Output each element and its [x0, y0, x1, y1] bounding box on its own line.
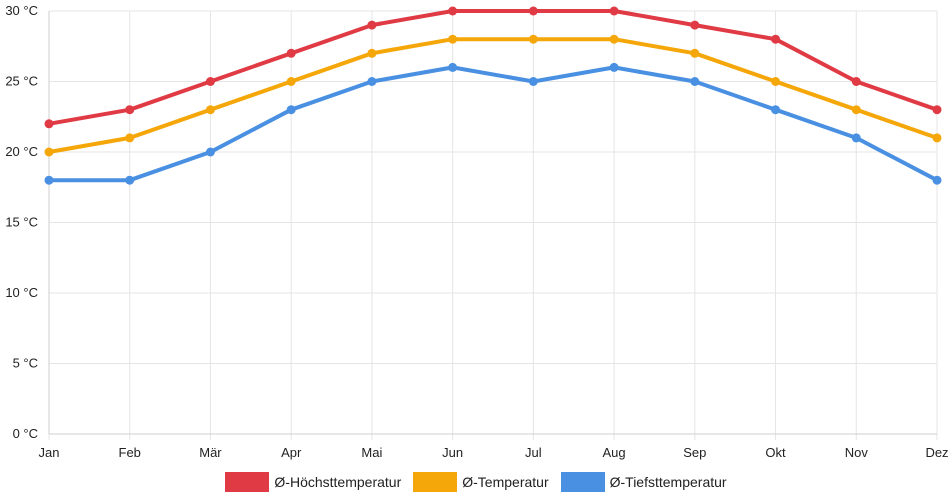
series-line — [47, 9, 939, 126]
y-tick-label: 20 °C — [5, 144, 38, 159]
legend-item[interactable]: Ø-Tiefsttemperatur — [560, 472, 727, 492]
data-point — [367, 20, 377, 30]
legend-label: Ø-Tiefsttemperatur — [609, 474, 727, 490]
x-tick-label: Jun — [442, 445, 463, 460]
legend-item[interactable]: Ø-Höchsttemperatur — [225, 472, 401, 492]
data-point — [44, 119, 54, 129]
x-tick-label: Aug — [603, 445, 626, 460]
x-tick-label: Nov — [845, 445, 869, 460]
series-line — [47, 65, 939, 183]
data-point — [367, 48, 377, 58]
y-tick-label: 15 °C — [5, 215, 38, 230]
x-tick-label: Jan — [39, 445, 60, 460]
legend: Ø-Höchsttemperatur Ø-Temperatur Ø-Tiefstte… — [0, 472, 952, 492]
legend-swatch — [225, 472, 270, 492]
series-line — [47, 37, 939, 154]
data-point — [528, 34, 538, 44]
y-tick-label: 25 °C — [5, 74, 38, 89]
y-tick-label: 30 °C — [5, 3, 38, 18]
data-point — [932, 133, 942, 143]
x-tick-label: Dez — [925, 445, 948, 460]
data-point — [932, 175, 942, 185]
x-tick-label: Okt — [765, 445, 786, 460]
data-point — [851, 133, 861, 143]
data-point — [851, 77, 861, 86]
data-point — [771, 34, 781, 44]
legend-swatch — [413, 472, 458, 492]
y-tick-label: 10 °C — [5, 285, 38, 300]
legend-label: Ø-Temperatur — [462, 474, 549, 490]
data-point — [44, 175, 54, 185]
data-point — [125, 133, 135, 143]
data-point — [205, 105, 215, 115]
x-tick-label: Sep — [683, 445, 706, 460]
data-point — [205, 147, 215, 157]
legend-item[interactable]: Ø-Temperatur — [413, 472, 549, 492]
data-point — [690, 77, 700, 86]
x-tick-label: Jul — [525, 445, 542, 460]
data-point — [528, 6, 538, 16]
data-point — [205, 77, 215, 86]
data-point — [690, 20, 700, 30]
data-point — [771, 77, 781, 86]
data-point — [286, 77, 296, 86]
x-tick-label: Mai — [361, 445, 382, 460]
x-tick-label: Apr — [281, 445, 302, 460]
data-point — [448, 62, 458, 72]
data-point — [367, 77, 377, 86]
data-point — [286, 48, 296, 58]
legend-swatch — [560, 472, 605, 492]
data-point — [125, 175, 135, 185]
data-point — [528, 77, 538, 86]
data-point — [448, 6, 458, 16]
data-point — [44, 147, 54, 157]
data-point — [609, 34, 619, 44]
y-tick-label: 0 °C — [13, 426, 38, 441]
data-point — [286, 105, 296, 115]
data-point — [690, 48, 700, 58]
data-point — [609, 6, 619, 16]
data-point — [932, 105, 942, 115]
x-tick-label: Mär — [199, 445, 222, 460]
y-tick-label: 5 °C — [13, 356, 38, 371]
data-point — [448, 34, 458, 44]
data-point — [609, 62, 619, 72]
data-point — [771, 105, 781, 115]
data-point — [125, 105, 135, 115]
legend-label: Ø-Höchsttemperatur — [274, 474, 402, 490]
x-tick-label: Feb — [119, 445, 141, 460]
chart-canvas: 0 °C 5 °C 10 °C 15 °C 20 °C 25 °C 30 °C Jan Feb M… — [5, 3, 948, 460]
data-point — [851, 105, 861, 115]
